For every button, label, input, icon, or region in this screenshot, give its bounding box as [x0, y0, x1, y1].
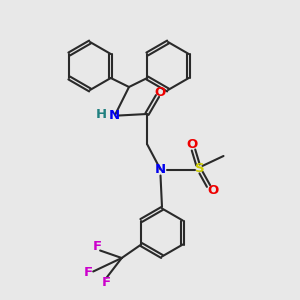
- Text: N: N: [155, 163, 166, 176]
- Text: F: F: [102, 276, 111, 290]
- Text: F: F: [83, 266, 92, 280]
- Text: O: O: [207, 184, 219, 197]
- Text: H: H: [95, 107, 107, 121]
- Text: N: N: [109, 109, 120, 122]
- Text: S: S: [195, 161, 204, 175]
- Text: O: O: [154, 86, 166, 99]
- Text: O: O: [186, 138, 198, 151]
- Text: F: F: [93, 240, 102, 253]
